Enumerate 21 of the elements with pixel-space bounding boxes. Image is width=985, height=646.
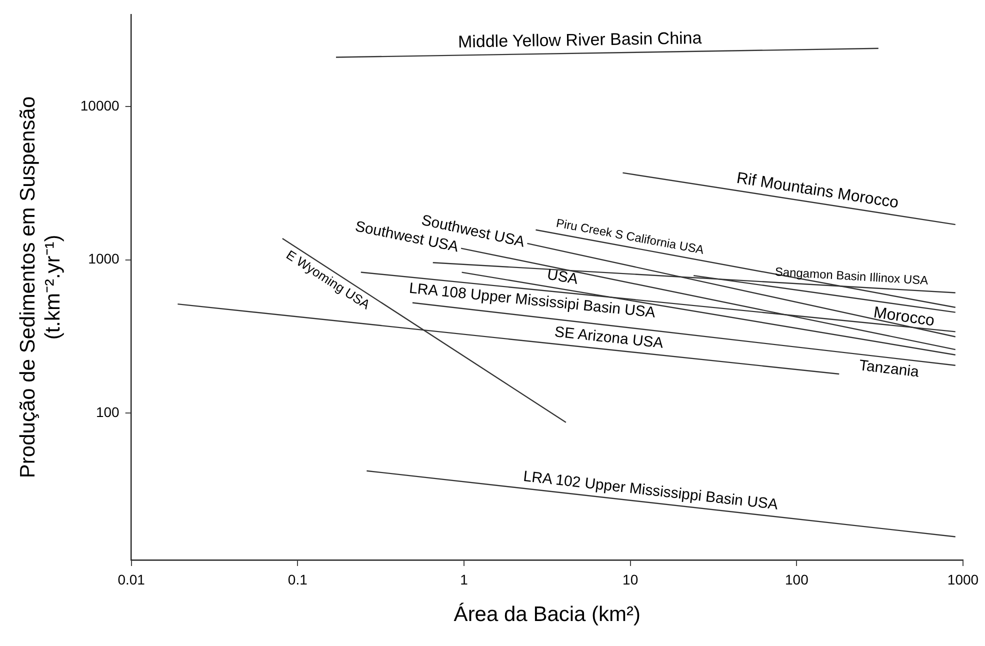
series-label: Middle Yellow River Basin China xyxy=(458,28,702,52)
series-label: Sangamon Basin Illinox USA xyxy=(774,264,928,288)
x-tick-label: 1000 xyxy=(947,571,979,588)
x-tick-label: 10 xyxy=(622,571,638,588)
text: (t.km⁻².yr⁻¹) xyxy=(42,234,65,340)
text: Piru Creek S California USA xyxy=(555,216,705,257)
x-tick-label: 0.01 xyxy=(118,571,146,588)
x-tick-label: 1 xyxy=(460,571,468,588)
x-axis-title: Área da Bacia (km²) xyxy=(454,602,641,626)
text: USA xyxy=(546,266,580,288)
text: Morocco xyxy=(872,304,936,330)
x-tick-label: 100 xyxy=(784,571,809,588)
text: Rif Mountains Morocco xyxy=(735,170,900,212)
text: Produção de Sedimentos em Suspensão xyxy=(16,96,40,478)
y-tick-label: 100 xyxy=(96,404,120,420)
text: LRA 102 Upper Mississippi Basin USA xyxy=(522,468,779,514)
x-tick-label: 0.1 xyxy=(288,571,308,588)
text: SE Arizona USA xyxy=(554,324,664,352)
text: Tanzania xyxy=(858,357,920,381)
y-tick-label: 10000 xyxy=(80,98,120,114)
y-tick-label: 1000 xyxy=(88,250,120,267)
